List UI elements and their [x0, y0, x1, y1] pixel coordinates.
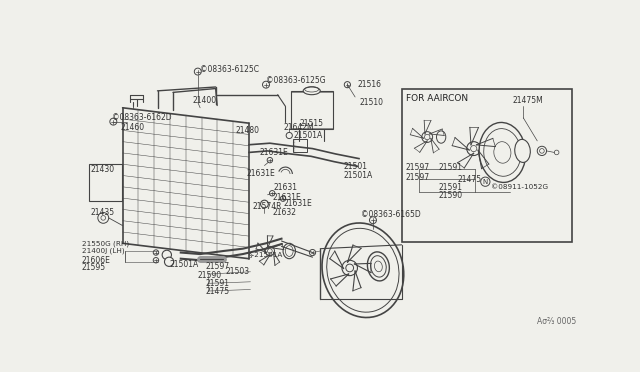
Text: 21595: 21595 [81, 263, 106, 272]
Circle shape [162, 250, 172, 260]
Bar [402, 89, 572, 242]
Text: 21597: 21597 [406, 163, 429, 172]
Text: 21631E: 21631E [283, 199, 312, 208]
Text: Aσ⅔ 0005: Aσ⅔ 0005 [537, 317, 577, 326]
Text: 21475: 21475 [205, 286, 230, 295]
Text: 21632: 21632 [272, 208, 296, 217]
Text: §-21501A: §-21501A [249, 251, 284, 257]
Ellipse shape [436, 131, 446, 143]
Text: 21591: 21591 [205, 279, 230, 288]
Text: ©08911-1052G: ©08911-1052G [491, 184, 548, 190]
Text: 21631E: 21631E [272, 193, 301, 202]
Bar [291, 91, 333, 129]
Text: 21430: 21430 [90, 165, 114, 174]
Bar [293, 139, 307, 153]
Text: 21400J (LH): 21400J (LH) [81, 248, 124, 254]
Text: 21550G (RH): 21550G (RH) [81, 240, 129, 247]
Ellipse shape [515, 140, 531, 163]
Text: 21591: 21591 [438, 163, 462, 172]
Text: 21642M: 21642M [283, 122, 314, 132]
Text: 21435: 21435 [90, 208, 114, 217]
Ellipse shape [322, 223, 404, 318]
Text: 21501: 21501 [344, 162, 367, 171]
Text: 21597: 21597 [205, 262, 230, 271]
Text: 21631E: 21631E [260, 148, 289, 157]
Text: 21631E: 21631E [246, 170, 275, 179]
Bar [90, 164, 122, 201]
Text: 21597: 21597 [406, 173, 429, 182]
Text: 21631: 21631 [274, 183, 298, 192]
Text: 21606E: 21606E [81, 256, 111, 265]
Text: ©08363-6125C: ©08363-6125C [200, 65, 259, 74]
Text: 21501A: 21501A [170, 260, 199, 269]
Text: 21516: 21516 [358, 80, 381, 89]
Text: ©08363-6165D: ©08363-6165D [360, 209, 420, 218]
Circle shape [164, 257, 174, 266]
Text: 21501A: 21501A [344, 171, 372, 180]
Text: ©08363-6162D: ©08363-6162D [112, 113, 172, 122]
Text: 21475M: 21475M [513, 96, 543, 105]
Text: 21574R: 21574R [253, 202, 282, 211]
Text: 21515: 21515 [300, 119, 323, 128]
Text: 21480: 21480 [235, 126, 259, 135]
Text: 21590: 21590 [197, 271, 221, 280]
Text: 21400: 21400 [193, 96, 216, 105]
Text: N: N [483, 179, 488, 185]
Text: 21503: 21503 [226, 267, 250, 276]
Ellipse shape [303, 87, 320, 95]
Circle shape [537, 146, 547, 155]
Text: FOR AAIRCON: FOR AAIRCON [406, 94, 468, 103]
Circle shape [265, 246, 275, 256]
Text: 21590: 21590 [438, 191, 462, 200]
Text: 21475: 21475 [458, 175, 481, 184]
Text: 21510: 21510 [359, 98, 383, 107]
Circle shape [422, 132, 433, 142]
Text: ©08363-6125G: ©08363-6125G [266, 76, 326, 85]
Ellipse shape [367, 252, 389, 281]
Ellipse shape [479, 122, 525, 182]
Text: 21460: 21460 [120, 122, 145, 132]
Ellipse shape [283, 243, 296, 259]
Bar [291, 92, 333, 128]
Circle shape [342, 260, 358, 276]
Text: 21501A: 21501A [293, 131, 323, 140]
Circle shape [467, 142, 481, 155]
Text: 21591: 21591 [438, 183, 462, 192]
